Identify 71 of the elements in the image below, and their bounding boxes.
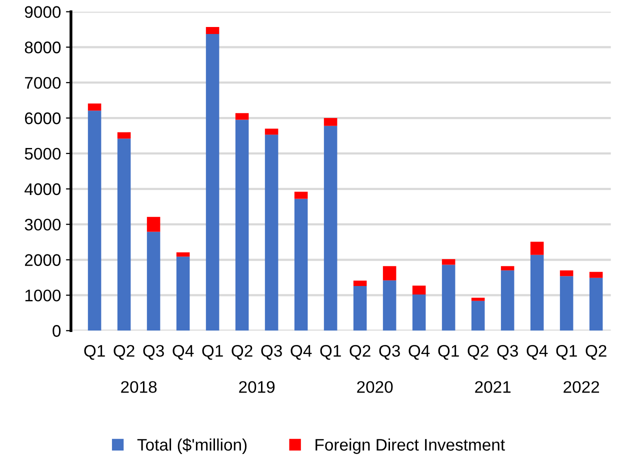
x-tick-label: Q3 [261,344,282,360]
x-tick-label: Q2 [114,344,134,360]
x-tick-label: Q4 [408,344,430,360]
y-tick-label: 1000 [25,290,61,302]
y-tick-label: 5000 [24,148,61,160]
bar [382,266,396,280]
bar [206,34,220,331]
x-tick-label: Q3 [143,344,164,360]
bar [353,280,367,286]
y-tick-label: 0 [52,325,61,337]
bar [117,132,131,139]
bar [442,264,456,331]
bar [176,256,190,331]
bar [294,192,308,199]
bar [324,126,338,331]
bar [412,286,426,294]
bar [412,294,426,331]
bar [264,134,278,331]
bar [88,104,102,111]
legend-label: Foreign Direct Investment [316,438,505,454]
bar [117,138,131,331]
y-tick-label: 2000 [25,254,61,266]
text: 2020 [357,381,393,393]
x-tick-label: Q4 [526,344,548,360]
y-tick-label: 7000 [25,76,61,89]
x-tick-label: Q1 [202,344,223,360]
x-tick-label: Q4 [172,344,194,360]
bar [471,300,485,331]
bar [176,252,190,257]
bar [264,128,278,135]
bar [560,276,574,331]
bar [294,198,308,331]
x-tick-label: Q1 [556,344,577,360]
x-tick-label: Q1 [84,344,105,360]
x-tick-label: Q2 [586,344,606,360]
y-tick-label: 8000 [24,42,61,54]
bar [146,216,160,232]
bar [353,286,367,331]
y-tick-label: 4000 [24,183,61,196]
bar [324,118,338,126]
y-tick-label: 6000 [25,112,61,124]
x-tick-label: Q1 [320,344,341,360]
x-tick-label: Q3 [497,344,518,360]
bar [500,270,514,331]
legend-label: Total ($'million) [137,438,247,454]
y-tick-label: 9000 [24,6,61,18]
x-tick-label: Q3 [379,344,400,360]
text: 2022 [564,381,600,393]
bar [88,110,102,331]
bar [146,232,160,331]
bar [235,120,249,331]
x-tick-label: Q1 [438,344,459,360]
x-tick-label: Q4 [290,344,312,360]
text: 2021 [475,381,511,393]
bar [442,259,456,265]
bar [500,266,514,270]
x-tick-label: Q2 [232,344,252,360]
text: 2018 [121,381,157,393]
x-tick-label: Q2 [468,344,488,360]
x-tick-label: Q2 [350,344,370,360]
bar [206,26,220,34]
bar [560,270,574,276]
bar [589,272,603,278]
y-tick-label: 3000 [24,218,61,231]
bar [530,254,544,331]
bar [589,278,603,331]
bar [471,298,485,301]
bar [530,242,544,255]
text: 2019 [239,381,275,393]
bar [382,280,396,331]
bar [235,113,249,120]
